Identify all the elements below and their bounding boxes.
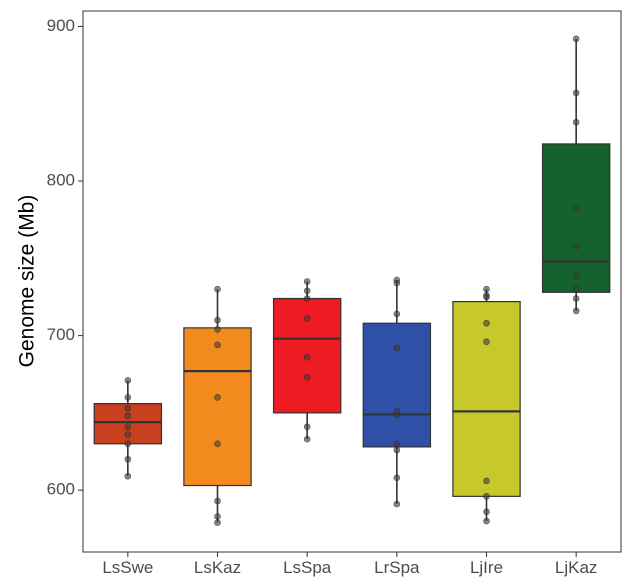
data-point (303, 423, 311, 431)
data-point (303, 374, 311, 381)
x-tick-label: LsKaz (194, 558, 241, 577)
x-tick-label: LsSwe (102, 558, 153, 577)
plot-panel (82, 10, 622, 553)
data-point (393, 276, 401, 284)
x-tick-label: LjKaz (555, 558, 598, 577)
data-point (124, 431, 132, 438)
data-point (124, 472, 132, 480)
data-point (572, 35, 580, 43)
data-point (214, 326, 221, 333)
data-point (124, 440, 132, 448)
y-tick-label: 600 (47, 480, 75, 499)
y-tick-label: 800 (47, 171, 75, 190)
x-tick-label: LsSpa (283, 558, 332, 577)
box-ljire (452, 300, 521, 497)
data-point (303, 278, 311, 285)
data-point (572, 307, 580, 315)
data-point (393, 344, 401, 352)
data-point (572, 285, 580, 293)
data-point (214, 341, 221, 349)
data-point (483, 517, 490, 525)
y-tick-label: 900 (47, 16, 75, 35)
data-point (214, 394, 221, 401)
data-point (214, 285, 221, 293)
data-point (572, 272, 580, 279)
data-point (483, 493, 490, 500)
data-point (393, 440, 401, 448)
data-point (303, 295, 311, 302)
data-point (483, 292, 490, 299)
data-point (124, 377, 132, 384)
data-point (572, 205, 580, 213)
data-point (572, 242, 580, 250)
data-point (214, 513, 221, 520)
data-point (124, 404, 132, 412)
data-point (393, 446, 401, 454)
data-point (303, 353, 311, 361)
data-point (214, 519, 221, 526)
data-point (303, 287, 311, 295)
data-point (124, 455, 132, 463)
data-point (303, 435, 311, 443)
data-point (483, 338, 490, 346)
data-point (124, 412, 132, 420)
data-point (214, 316, 221, 324)
data-point (572, 89, 580, 97)
data-point (572, 118, 580, 126)
data-point (214, 497, 221, 505)
data-point (124, 423, 132, 431)
data-point (393, 310, 401, 318)
y-axis-title: Genome size (Mb) (16, 195, 39, 368)
data-point (483, 319, 490, 327)
data-point (483, 285, 490, 293)
data-point (483, 508, 490, 516)
data-point (124, 394, 132, 401)
box-ljkaz (541, 143, 611, 293)
data-point (393, 500, 401, 508)
plot-layer: 600 700 800 900 LsSwe LsKaz LsSpa LrSpa LjIre LjK… (47, 16, 611, 577)
data-point (214, 440, 221, 448)
data-point (572, 295, 580, 302)
data-point (393, 408, 401, 415)
x-tick-label: LjIre (470, 558, 503, 577)
data-point (303, 315, 311, 322)
data-point (483, 477, 490, 485)
box-lrspa (362, 322, 432, 448)
x-tick-label: LrSpa (374, 558, 420, 577)
box-lskaz (183, 327, 252, 487)
y-tick-label: 700 (47, 325, 75, 344)
data-point (393, 474, 401, 482)
